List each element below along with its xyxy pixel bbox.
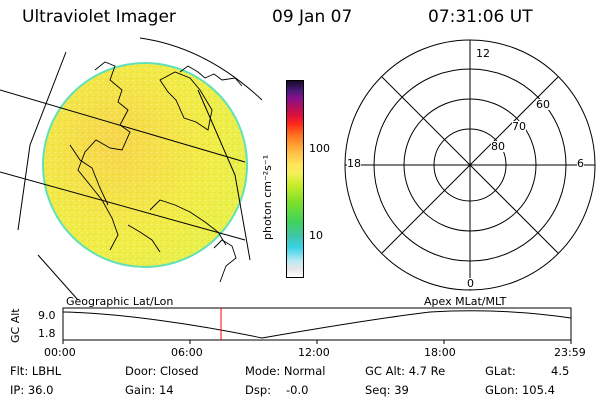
timeline-x-tick-1200: 12:00 bbox=[298, 346, 330, 359]
polar-lat-60: 60 bbox=[536, 98, 550, 111]
timeline-x-tick-0000: 00:00 bbox=[44, 346, 76, 359]
status-dsp-label: Dsp: bbox=[245, 383, 272, 397]
status-door: Door: Closed bbox=[125, 364, 199, 378]
timeline-y-tick-top: 9.0 bbox=[38, 309, 56, 322]
status-glat-label: GLat: bbox=[485, 364, 516, 378]
coastlines bbox=[69, 61, 243, 283]
timeline-left-title: Geographic Lat/Lon bbox=[66, 295, 174, 308]
status-gc-alt: GC Alt: 4.7 Re bbox=[365, 364, 446, 378]
polar-label-12: 12 bbox=[476, 47, 490, 60]
timeline-x-tick-2359: 23:59 bbox=[554, 346, 586, 359]
altitude-curve bbox=[62, 310, 572, 339]
status-gain: Gain: 14 bbox=[125, 383, 174, 397]
status-ip: IP: 36.0 bbox=[10, 383, 54, 397]
intensity-colorbar bbox=[286, 80, 304, 278]
polar-lat-80: 80 bbox=[491, 140, 505, 153]
polar-label-18: 18 bbox=[347, 157, 361, 170]
colorbar-tick-100: 100 bbox=[309, 142, 330, 155]
polar-diagonal-line-2 bbox=[381, 76, 559, 254]
polar-label-0: 0 bbox=[467, 277, 474, 290]
status-filter: Flt: LBHL bbox=[10, 364, 62, 378]
status-glat-value: 4.5 bbox=[551, 364, 570, 378]
status-seq: Seq: 39 bbox=[365, 383, 409, 397]
status-mode: Mode: Normal bbox=[245, 364, 326, 378]
instrument-title: Ultraviolet Imager bbox=[22, 7, 176, 27]
timeline-right-title: Apex MLat/MLT bbox=[424, 295, 507, 308]
timeline-x-tick-0600: 06:00 bbox=[171, 346, 203, 359]
geographic-grid-lines bbox=[0, 37, 263, 301]
status-dsp-value: -0.0 bbox=[286, 383, 309, 397]
status-glon: GLon: 105.4 bbox=[485, 383, 555, 397]
timeline-x-tick-1800: 18:00 bbox=[424, 346, 456, 359]
observation-date: 09 Jan 07 bbox=[272, 7, 353, 27]
colorbar-tick-10: 10 bbox=[309, 229, 323, 242]
timeline-y-tick-bottom: 1.8 bbox=[38, 327, 56, 340]
observation-time: 07:31:06 UT bbox=[428, 7, 533, 27]
polar-label-6: 6 bbox=[577, 157, 584, 170]
polar-lat-70: 70 bbox=[512, 120, 526, 133]
